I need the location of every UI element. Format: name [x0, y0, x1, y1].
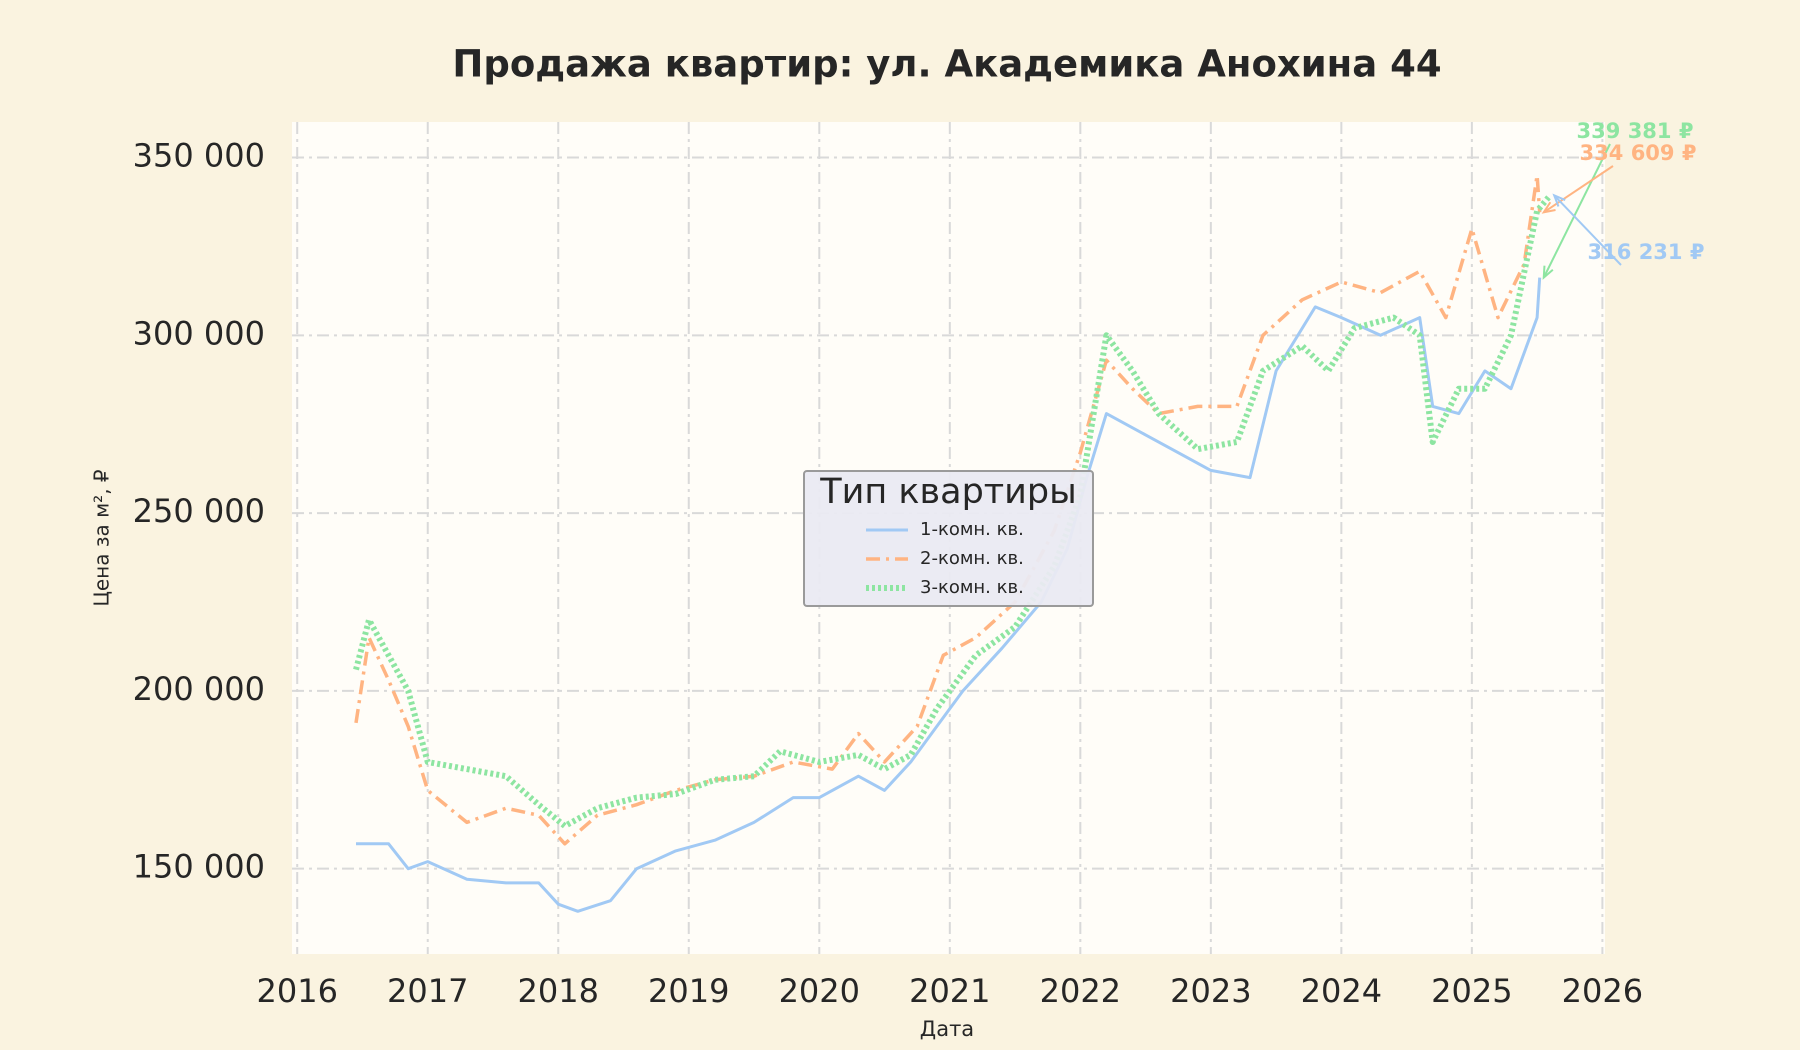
x-axis-label: Дата [920, 1017, 974, 1041]
data-line [354, 173, 1542, 846]
legend-label: 1-комн. кв. [920, 519, 1024, 540]
x-tick-label: 2019 [648, 972, 729, 1010]
annotation-arrow [1542, 143, 1611, 279]
data-line [353, 193, 1553, 829]
y-axis-label: Цена за м², ₽ [90, 469, 114, 607]
annotation: 339 381 ₽ [1577, 119, 1694, 143]
legend-label: 2-комн. кв. [920, 548, 1024, 569]
x-tick-label: 2024 [1301, 972, 1382, 1010]
y-tick-label: 150 000 [133, 848, 265, 886]
annotation-arrow [1553, 194, 1622, 266]
x-tick-label: 2026 [1562, 972, 1643, 1010]
annotation-arrowhead [1542, 265, 1554, 280]
annotation-arrow [1543, 165, 1614, 214]
chart-title: Продажа квартир: ул. Академика Анохина 4… [452, 43, 1441, 86]
legend-title: Тип квартиры [819, 472, 1077, 512]
x-tick-label: 2017 [387, 972, 468, 1010]
y-tick-label: 350 000 [133, 137, 265, 175]
annotation: 334 609 ₽ [1580, 141, 1697, 165]
y-tick-label: 250 000 [133, 492, 265, 530]
data-line [356, 277, 1542, 913]
x-tick-label: 2021 [909, 972, 990, 1010]
x-tick-label: 2022 [1040, 972, 1121, 1010]
x-tick-label: 2025 [1431, 972, 1512, 1010]
annotation: 316 231 ₽ [1588, 240, 1705, 264]
legend-label: 3-комн. кв. [920, 577, 1024, 598]
y-tick-label: 200 000 [133, 670, 265, 708]
legend-box [803, 470, 1094, 607]
y-tick-label: 300 000 [133, 314, 265, 352]
x-tick-label: 2020 [779, 972, 860, 1010]
annotation-arrowhead [1552, 193, 1566, 207]
x-tick-label: 2016 [257, 972, 338, 1010]
x-tick-label: 2023 [1170, 972, 1251, 1010]
x-tick-label: 2018 [518, 972, 599, 1010]
annotation-arrowhead [1541, 201, 1556, 214]
